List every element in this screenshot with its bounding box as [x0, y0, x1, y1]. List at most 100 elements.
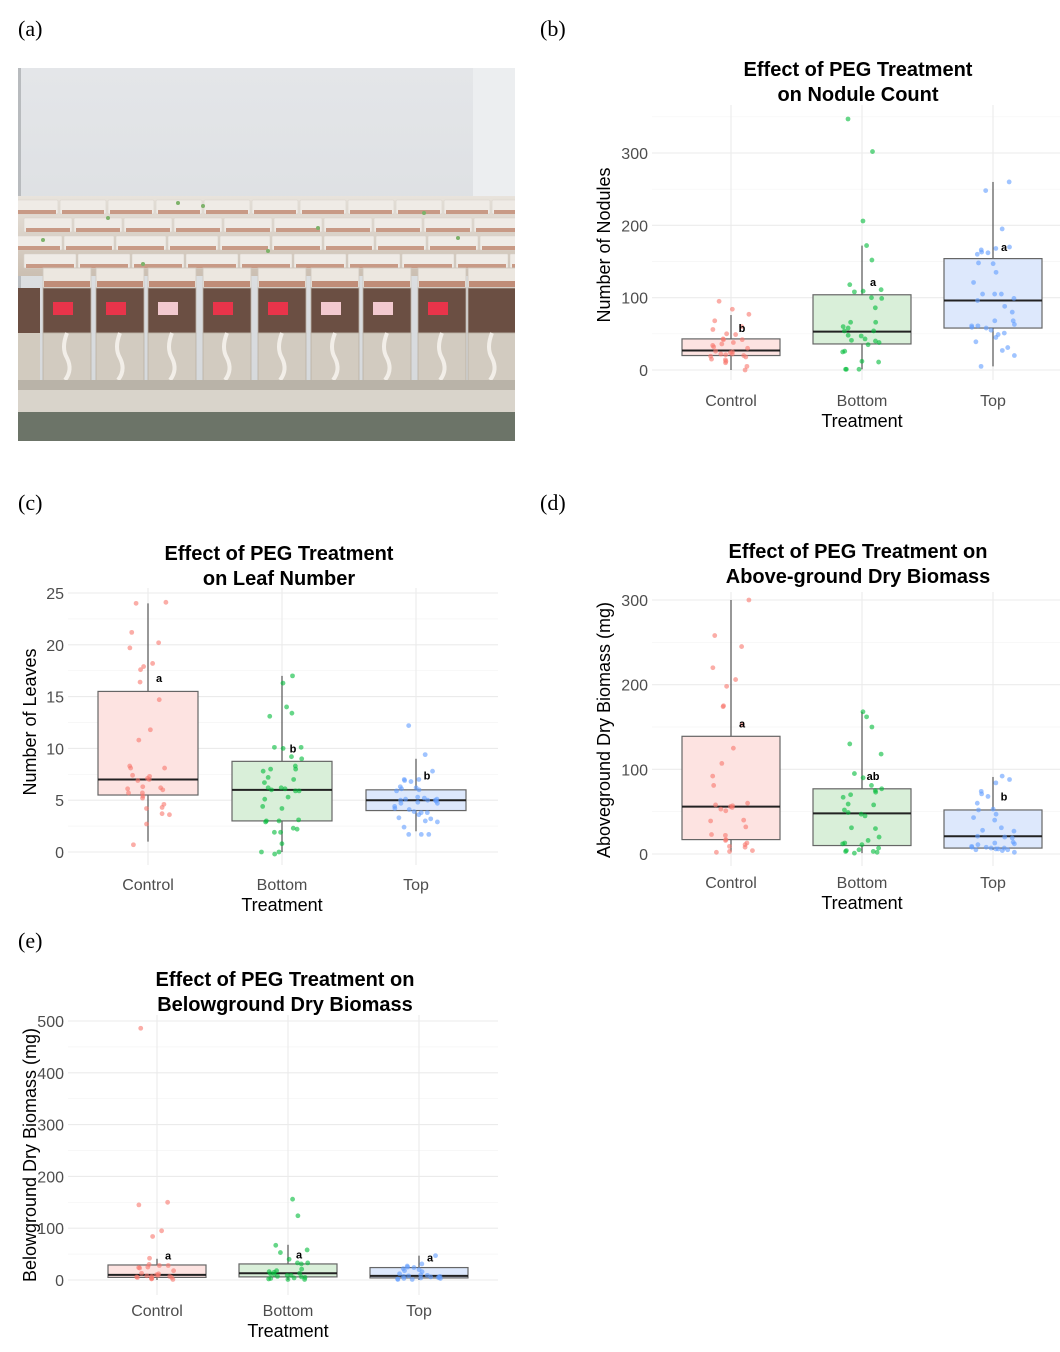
data-point [840, 841, 846, 847]
photo-shelf-edge [18, 390, 515, 412]
data-point [259, 849, 264, 855]
data-point [302, 1277, 308, 1282]
data-point [990, 261, 996, 267]
data-point [1009, 309, 1015, 315]
data-point [137, 1265, 143, 1271]
x-tick-label: Bottom [837, 393, 888, 410]
chart-nodule-count: Effect of PEG Treatment on Nodule Count 0 1… [594, 59, 1060, 431]
data-point [295, 1260, 300, 1266]
data-point [710, 327, 716, 332]
y-tick-label: 25 [46, 586, 64, 603]
data-point [260, 768, 266, 774]
data-point [860, 218, 866, 224]
data-point [720, 704, 726, 710]
photo-soil-strip [376, 228, 420, 232]
data-point [869, 257, 875, 263]
data-point [718, 351, 724, 357]
data-point [138, 1025, 144, 1031]
x-tick-label: Top [980, 875, 1006, 892]
panel-label-d: (d) [540, 490, 566, 515]
data-point [971, 815, 976, 820]
photo-seedling [141, 262, 145, 266]
data-point [416, 812, 422, 818]
data-point [872, 305, 878, 311]
data-point [843, 849, 848, 854]
data-point [399, 786, 404, 792]
data-point [1002, 303, 1008, 309]
panel-label-a: (a) [18, 16, 43, 41]
data-point [125, 786, 131, 792]
photo-soil-strip [430, 246, 476, 250]
data-point [849, 825, 854, 831]
data-point [724, 683, 730, 689]
data-point [845, 801, 851, 807]
data-point [1010, 318, 1016, 324]
data-point [1012, 841, 1017, 847]
data-point [974, 251, 980, 257]
x-tick-label: Control [705, 875, 757, 892]
data-point [428, 816, 434, 822]
data-point [978, 363, 984, 369]
data-point [127, 645, 133, 651]
x-tick-label: Bottom [263, 1303, 314, 1320]
data-point [426, 831, 432, 837]
data-point [171, 1268, 176, 1274]
data-point [418, 1275, 424, 1281]
data-point [409, 1277, 415, 1282]
data-point [998, 291, 1004, 297]
photo-soil-strip [206, 210, 248, 214]
data-point [291, 777, 297, 782]
data-point [159, 1228, 165, 1234]
data-point [405, 1264, 411, 1270]
data-point [708, 818, 714, 824]
data-point [298, 744, 304, 750]
data-point [428, 1274, 434, 1280]
photo-soil-strip [134, 264, 182, 268]
significance-letter: a [1001, 242, 1008, 254]
photo-soil-strip [446, 210, 488, 214]
data-point [993, 335, 999, 340]
data-point [150, 661, 156, 666]
photo-container-topsoil [44, 281, 90, 287]
data-point [727, 843, 732, 849]
data-point [730, 745, 736, 751]
photo-container-topsoil [97, 281, 143, 287]
data-point [1006, 179, 1012, 185]
data-point [865, 838, 871, 843]
data-point [295, 1213, 301, 1219]
data-point [296, 817, 302, 823]
data-point [983, 844, 989, 850]
photo-wick [330, 332, 340, 382]
data-point [144, 806, 149, 811]
y-tick-label: 300 [37, 1118, 64, 1135]
x-axis-label: Treatment [821, 893, 902, 913]
data-point [1011, 849, 1017, 855]
photo-soil-strip [302, 210, 344, 214]
data-point [743, 354, 749, 360]
data-point [285, 794, 291, 800]
y-tick-label: 500 [37, 1014, 64, 1031]
photo-soil-strip [458, 264, 506, 268]
data-point [150, 1234, 156, 1239]
data-point [418, 831, 424, 837]
x-tick-label: Control [122, 877, 174, 894]
chart-title-line: Effect of PEG Treatment on [156, 969, 415, 991]
data-point [730, 340, 736, 345]
data-point [860, 288, 866, 294]
data-point [992, 318, 998, 324]
photo-seedling [201, 204, 205, 208]
data-point [750, 848, 755, 854]
data-point [1012, 322, 1017, 327]
photo-soil-strip [378, 246, 424, 250]
y-tick-label: 10 [46, 741, 64, 758]
data-point [710, 665, 716, 671]
data-point [269, 787, 274, 793]
data-point [268, 1271, 273, 1277]
data-point [845, 325, 851, 331]
data-point [840, 349, 846, 355]
data-point [424, 810, 430, 816]
data-point [852, 771, 857, 776]
photo-container-soil [18, 288, 40, 333]
photo-soil-strip [26, 264, 74, 268]
panel-label-c: (c) [18, 490, 43, 515]
